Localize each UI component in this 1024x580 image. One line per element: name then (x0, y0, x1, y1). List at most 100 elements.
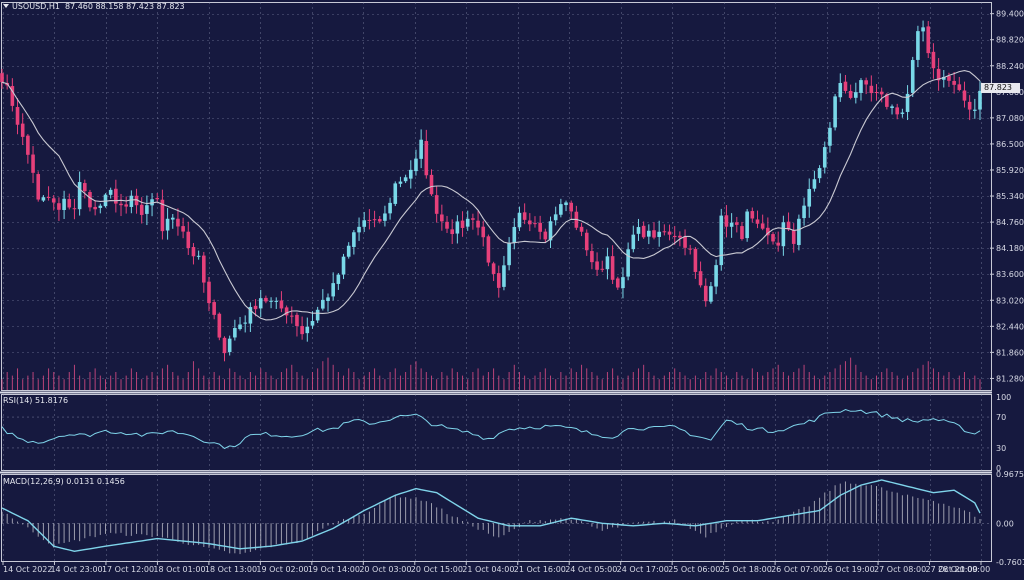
candle-bull[interactable] (336, 274, 341, 284)
candle-bear[interactable] (440, 214, 444, 222)
candle-bull[interactable] (383, 213, 387, 221)
candle-bull[interactable] (248, 307, 253, 324)
candle-bull[interactable] (548, 221, 553, 241)
candle-bull[interactable] (41, 197, 46, 201)
candle-bear[interactable] (543, 231, 548, 240)
macd-panel[interactable]: 0.9675 0.00 -0.7601 (1, 470, 1024, 567)
candle-bear[interactable] (289, 315, 294, 317)
candle-bear[interactable] (253, 305, 258, 310)
candle-bear[interactable] (36, 174, 41, 200)
candle-bull[interactable] (455, 221, 460, 234)
candle-bear[interactable] (212, 302, 216, 315)
candle-bear[interactable] (160, 199, 165, 232)
candle-bear[interactable] (67, 199, 72, 208)
candle-bull[interactable] (227, 338, 232, 353)
candle-bear[interactable] (874, 91, 879, 93)
candle-bear[interactable] (496, 273, 501, 288)
candle-bull[interactable] (807, 189, 812, 207)
candle-bear[interactable] (791, 230, 796, 244)
candle-bull[interactable] (269, 300, 273, 302)
candle-bear[interactable] (683, 236, 687, 248)
candle-bear[interactable] (207, 281, 211, 304)
rsi-panel[interactable]: 100 70 30 0 (1, 393, 1011, 473)
candle-bear[interactable] (610, 256, 615, 280)
candle-bull[interactable] (802, 205, 806, 219)
candle-bull[interactable] (626, 249, 630, 277)
candle-bull[interactable] (357, 226, 361, 233)
candle-bull[interactable] (719, 215, 724, 266)
candle-bear[interactable] (688, 248, 693, 250)
candle-bull[interactable] (631, 234, 636, 250)
candle-bear[interactable] (377, 219, 382, 222)
candle-bear[interactable] (678, 235, 682, 238)
candle-bull[interactable] (838, 83, 843, 98)
candle-bull[interactable] (305, 326, 310, 334)
candle-bear[interactable] (528, 220, 532, 225)
candle-bear[interactable] (10, 86, 15, 106)
candle-bear[interactable] (786, 221, 791, 230)
candle-bull[interactable] (890, 106, 894, 108)
candle-bull[interactable] (797, 218, 801, 246)
candle-bull[interactable] (145, 205, 149, 214)
candle-bull[interactable] (77, 182, 82, 210)
candle-bull[interactable] (828, 127, 832, 146)
macd-signal-line[interactable] (1, 479, 981, 553)
candle-bull[interactable] (714, 265, 718, 287)
candle-bull[interactable] (657, 231, 661, 237)
candle-bull[interactable] (517, 212, 522, 228)
candle-bull[interactable] (103, 194, 108, 207)
candle-bull[interactable] (315, 309, 320, 321)
candle-bear[interactable] (279, 300, 284, 309)
candle-bull[interactable] (341, 256, 346, 275)
candle-bull[interactable] (393, 183, 398, 204)
candle-bear[interactable] (698, 271, 703, 286)
candle-bear[interactable] (952, 80, 956, 85)
candle-bear[interactable] (538, 222, 542, 232)
candle-bull[interactable] (973, 109, 977, 111)
candle-bear[interactable] (222, 337, 227, 354)
candle-bull[interactable] (636, 227, 641, 234)
candle-bear[interactable] (491, 263, 496, 274)
candle-bear[interactable] (31, 154, 35, 173)
candle-bear[interactable] (895, 107, 900, 115)
candle-bear[interactable] (740, 226, 744, 239)
candle-bull[interactable] (941, 76, 946, 80)
candle-bear[interactable] (885, 94, 889, 107)
candle-bear[interactable] (724, 215, 729, 227)
candle-bull[interactable] (512, 226, 517, 243)
candle-bear[interactable] (843, 81, 848, 91)
candle-bear[interactable] (569, 202, 574, 212)
candle-bear[interactable] (652, 230, 656, 238)
candle-bear[interactable] (693, 248, 698, 272)
candle-bull[interactable] (321, 299, 325, 309)
candle-bull[interactable] (362, 220, 367, 227)
candle-bear[interactable] (760, 223, 765, 229)
rsi-line[interactable] (1, 408, 981, 450)
candle-bull[interactable] (621, 277, 625, 289)
candle-bear[interactable] (191, 247, 196, 257)
candle-bull[interactable] (129, 195, 134, 207)
candle-bull[interactable] (978, 90, 982, 110)
candle-bull[interactable] (170, 217, 175, 220)
candle-bear[interactable] (372, 219, 377, 221)
candle-bull[interactable] (647, 230, 651, 237)
candle-bull[interactable] (564, 202, 568, 206)
candle-bull[interactable] (921, 27, 925, 32)
candle-bear[interactable] (284, 307, 289, 316)
candle-bull[interactable] (238, 324, 242, 330)
candle-bull[interactable] (745, 211, 749, 239)
candle-bear[interactable] (46, 196, 51, 198)
candle-bear[interactable] (202, 255, 206, 283)
dropdown-triangle-icon[interactable] (3, 4, 9, 8)
candle-bear[interactable] (15, 107, 20, 125)
candle-bear[interactable] (590, 251, 594, 263)
candle-bear[interactable] (114, 188, 118, 204)
candle-bear[interactable] (445, 221, 449, 229)
candle-bull[interactable] (398, 181, 403, 184)
candle-bear[interactable] (522, 212, 527, 220)
candle-bear[interactable] (750, 211, 755, 219)
candle-bear[interactable] (776, 242, 780, 246)
candle-bull[interactable] (408, 169, 413, 179)
candle-bear[interactable] (424, 141, 429, 176)
candle-bear[interactable] (595, 261, 599, 270)
